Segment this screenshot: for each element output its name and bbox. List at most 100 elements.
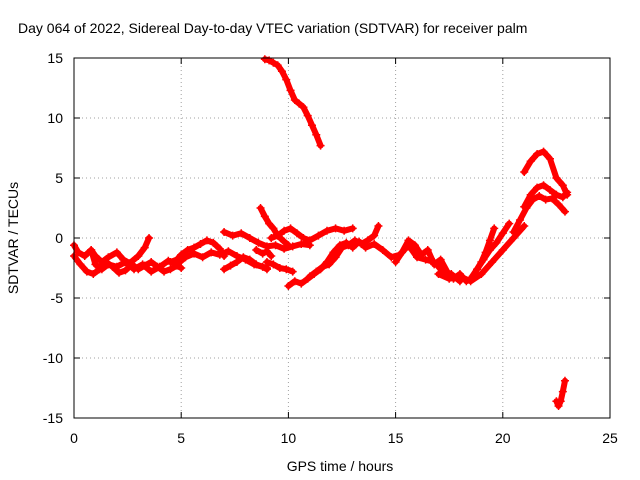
series-track-7 bbox=[252, 246, 276, 260]
series-track-21 bbox=[552, 376, 569, 410]
data-point bbox=[535, 192, 544, 200]
grid-lines bbox=[74, 58, 610, 418]
data-point bbox=[190, 243, 199, 252]
series-track-6 bbox=[220, 228, 314, 253]
data-point bbox=[410, 241, 419, 250]
data-point bbox=[258, 262, 267, 271]
data-point bbox=[183, 246, 192, 254]
data-point bbox=[282, 265, 291, 274]
data-point bbox=[331, 253, 340, 262]
data-point bbox=[350, 236, 359, 245]
data-point bbox=[303, 111, 312, 120]
data-point bbox=[166, 265, 175, 274]
series-track-12 bbox=[305, 222, 383, 281]
data-point bbox=[220, 228, 229, 236]
y-tick-label: -5 bbox=[51, 290, 64, 306]
data-point bbox=[130, 265, 139, 274]
y-tick-label: 5 bbox=[55, 170, 63, 186]
data-point bbox=[245, 255, 254, 264]
data-point bbox=[370, 231, 379, 240]
data-point bbox=[421, 255, 430, 264]
data-point bbox=[370, 240, 379, 248]
data-point bbox=[202, 236, 211, 245]
data-point bbox=[196, 240, 205, 248]
data-point bbox=[269, 58, 278, 67]
data-point bbox=[288, 267, 297, 276]
data-point bbox=[112, 262, 121, 271]
data-point bbox=[344, 241, 353, 250]
x-tick-label: 10 bbox=[281, 430, 297, 446]
data-point bbox=[269, 260, 278, 269]
data-point bbox=[305, 272, 314, 281]
data-point bbox=[526, 190, 535, 199]
data-point bbox=[280, 226, 289, 235]
data-point bbox=[177, 250, 186, 259]
data-point bbox=[232, 258, 241, 266]
data-point bbox=[391, 258, 400, 266]
data-point bbox=[239, 253, 248, 262]
data-point bbox=[558, 387, 567, 396]
data-point bbox=[434, 270, 443, 278]
data-point bbox=[305, 236, 314, 245]
data-point bbox=[290, 96, 299, 104]
data-point bbox=[560, 376, 569, 385]
data-point bbox=[265, 219, 274, 228]
data-point bbox=[215, 244, 224, 253]
data-point bbox=[533, 150, 542, 158]
y-tick-label: -15 bbox=[43, 410, 63, 426]
data-point bbox=[322, 226, 331, 235]
data-point bbox=[284, 282, 293, 290]
data-point bbox=[209, 238, 218, 247]
data-point bbox=[318, 262, 327, 271]
data-point bbox=[430, 260, 439, 269]
data-point bbox=[363, 236, 372, 245]
series-line bbox=[521, 148, 571, 198]
data-point bbox=[224, 247, 233, 256]
data-point bbox=[256, 204, 265, 212]
series-track-9 bbox=[256, 204, 293, 250]
data-point bbox=[387, 253, 396, 262]
data-point bbox=[252, 246, 261, 254]
data-point bbox=[80, 252, 89, 260]
data-point bbox=[340, 226, 349, 235]
data-point bbox=[297, 279, 306, 288]
series-track-16 bbox=[468, 224, 499, 281]
data-point bbox=[545, 186, 554, 194]
data-point bbox=[115, 268, 124, 277]
data-point bbox=[473, 265, 482, 274]
data-point bbox=[104, 253, 113, 262]
data-point bbox=[271, 241, 280, 250]
x-tick-label: 20 bbox=[495, 430, 511, 446]
x-axis-label: GPS time / hours bbox=[287, 458, 394, 474]
data-point bbox=[314, 231, 323, 240]
data-point bbox=[445, 274, 454, 283]
data-point bbox=[91, 260, 100, 269]
data-point bbox=[443, 267, 452, 276]
data-point bbox=[228, 231, 237, 240]
data-point bbox=[560, 207, 569, 216]
chart-title: Day 064 of 2022, Sidereal Day-to-day VTE… bbox=[18, 20, 527, 36]
data-point bbox=[254, 238, 263, 247]
x-tick-label: 25 bbox=[602, 430, 618, 446]
data-point bbox=[357, 240, 366, 248]
data-point bbox=[490, 224, 499, 233]
data-point bbox=[198, 253, 207, 262]
data-point bbox=[269, 224, 278, 233]
data-point bbox=[492, 238, 501, 247]
data-point bbox=[552, 174, 561, 182]
data-point bbox=[398, 248, 407, 257]
data-point bbox=[554, 200, 563, 209]
data-point bbox=[145, 234, 154, 242]
data-point bbox=[267, 234, 276, 242]
data-point bbox=[552, 190, 561, 199]
data-point bbox=[307, 121, 316, 130]
data-point bbox=[104, 260, 113, 269]
data-point bbox=[121, 258, 130, 266]
data-point bbox=[258, 249, 267, 258]
data-point bbox=[282, 75, 291, 84]
data-point bbox=[338, 243, 346, 252]
data-point bbox=[378, 246, 387, 254]
data-point bbox=[275, 264, 284, 272]
data-point bbox=[166, 258, 175, 266]
data-point bbox=[147, 258, 156, 266]
